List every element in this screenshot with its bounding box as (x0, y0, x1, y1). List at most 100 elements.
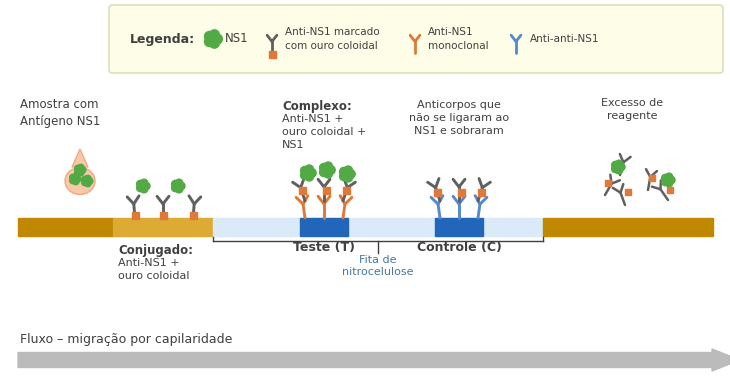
Circle shape (339, 172, 348, 181)
Circle shape (665, 179, 673, 187)
Circle shape (305, 172, 313, 181)
Circle shape (344, 166, 353, 175)
Circle shape (305, 165, 313, 173)
Circle shape (140, 185, 147, 193)
Bar (131, 211, 139, 218)
Circle shape (73, 173, 79, 180)
FancyBboxPatch shape (109, 5, 723, 73)
Circle shape (307, 169, 316, 177)
Circle shape (661, 178, 669, 186)
Circle shape (615, 160, 623, 168)
Circle shape (78, 170, 84, 176)
Circle shape (84, 178, 91, 184)
Text: Anti-NS1 +
ouro coloidal: Anti-NS1 + ouro coloidal (118, 258, 190, 281)
Circle shape (80, 167, 86, 173)
Circle shape (664, 176, 672, 184)
Bar (159, 211, 166, 218)
Text: Complexo:: Complexo: (282, 100, 352, 113)
Polygon shape (72, 149, 88, 167)
Circle shape (204, 37, 215, 47)
Circle shape (204, 31, 215, 41)
Circle shape (612, 165, 619, 173)
Bar (543, 218, 713, 236)
Bar (190, 211, 196, 218)
Circle shape (324, 169, 333, 178)
Circle shape (661, 174, 669, 182)
Circle shape (69, 174, 76, 180)
Circle shape (175, 185, 182, 193)
Bar (269, 51, 275, 57)
Circle shape (347, 170, 356, 178)
Circle shape (210, 38, 219, 48)
FancyArrow shape (18, 349, 730, 371)
Circle shape (74, 176, 81, 182)
Circle shape (212, 34, 223, 44)
Circle shape (78, 164, 84, 170)
Text: Teste (T): Teste (T) (293, 241, 355, 254)
Text: Amostra com
Antígeno NS1: Amostra com Antígeno NS1 (20, 98, 101, 128)
Circle shape (82, 176, 88, 182)
Circle shape (323, 165, 331, 175)
Circle shape (339, 167, 348, 176)
Circle shape (210, 30, 219, 40)
Circle shape (74, 165, 81, 172)
Circle shape (172, 184, 179, 192)
Circle shape (618, 163, 625, 171)
Circle shape (614, 163, 622, 171)
Circle shape (172, 180, 179, 188)
Circle shape (320, 164, 328, 172)
Bar (323, 187, 329, 193)
Circle shape (85, 180, 91, 187)
Circle shape (208, 34, 218, 44)
Circle shape (326, 166, 335, 174)
Bar (477, 188, 485, 195)
Circle shape (69, 177, 76, 184)
Text: Anti-NS1 +
ouro coloidal +
NS1: Anti-NS1 + ouro coloidal + NS1 (282, 114, 366, 150)
Circle shape (77, 167, 83, 173)
Text: Anticorpos que
não se ligaram ao
NS1 e sobraram: Anticorpos que não se ligaram ao NS1 e s… (409, 100, 509, 136)
Text: Anti-NS1 marcado
com ouro coloidal: Anti-NS1 marcado com ouro coloidal (285, 28, 380, 51)
Circle shape (87, 178, 93, 184)
Circle shape (140, 179, 147, 187)
Text: Controle (C): Controle (C) (417, 241, 502, 254)
Circle shape (301, 171, 310, 180)
Bar (667, 187, 673, 193)
Bar (605, 180, 611, 186)
Bar (434, 188, 440, 195)
Text: Fluxo – migração por capilaridade: Fluxo – migração por capilaridade (20, 334, 232, 347)
Bar (300, 218, 348, 236)
Circle shape (85, 175, 91, 182)
Circle shape (665, 173, 673, 180)
Text: Anti-NS1
monoclonal: Anti-NS1 monoclonal (428, 28, 488, 51)
Circle shape (344, 173, 353, 182)
Text: Conjugado:: Conjugado: (118, 244, 193, 257)
Bar (435, 218, 483, 236)
Text: NS1: NS1 (225, 33, 249, 46)
Bar (649, 175, 655, 181)
Text: Fita de
nitrocelulose: Fita de nitrocelulose (342, 255, 414, 277)
Bar (213, 218, 543, 236)
Circle shape (615, 167, 623, 174)
Bar (625, 189, 631, 195)
Circle shape (667, 176, 675, 184)
Circle shape (320, 168, 328, 177)
Circle shape (82, 180, 88, 186)
Circle shape (174, 182, 182, 190)
Circle shape (137, 184, 144, 192)
Circle shape (72, 176, 78, 182)
Circle shape (175, 179, 182, 187)
Circle shape (342, 169, 352, 178)
Circle shape (324, 162, 333, 171)
Circle shape (137, 180, 144, 188)
Circle shape (73, 178, 79, 185)
Text: Anti-anti-NS1: Anti-anti-NS1 (530, 34, 599, 44)
Circle shape (612, 161, 619, 169)
Circle shape (304, 169, 312, 178)
Circle shape (139, 182, 147, 190)
Bar (342, 187, 350, 193)
Text: Legenda:: Legenda: (130, 33, 195, 46)
Bar (113, 218, 213, 236)
Bar (18, 218, 113, 236)
Circle shape (74, 169, 81, 175)
Bar (299, 187, 305, 193)
